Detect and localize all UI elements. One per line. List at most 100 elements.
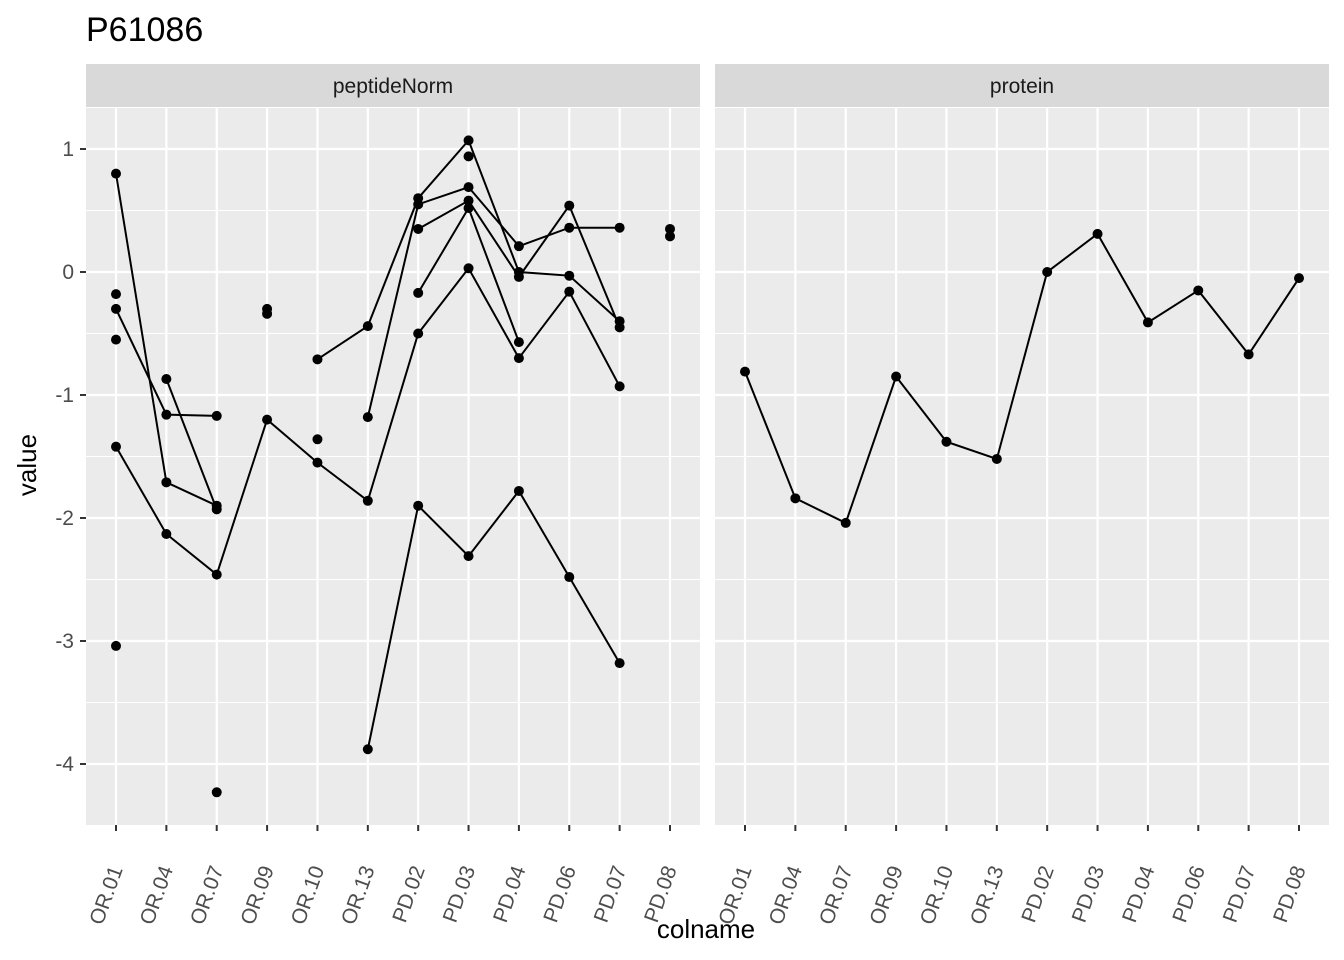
data-point — [840, 517, 851, 528]
x-tick-label: OR.10 — [916, 863, 958, 928]
x-axis-title: colname — [657, 914, 755, 944]
data-point — [111, 303, 121, 314]
data-point — [1294, 273, 1304, 284]
x-tick-label: PD.06 — [539, 863, 581, 926]
x-tick-label: OR.09 — [865, 863, 907, 928]
data-point — [262, 414, 273, 425]
data-point — [362, 744, 373, 755]
y-tick-label: -1 — [55, 384, 74, 407]
data-point — [111, 441, 121, 452]
data-point — [1142, 317, 1153, 328]
data-point — [362, 321, 373, 332]
facet-strip-peptideNorm — [86, 64, 700, 107]
data-point — [463, 551, 474, 562]
x-tick-label: OR.13 — [966, 863, 1008, 928]
y-tick-label: -4 — [55, 753, 74, 776]
x-tick-label: PD.08 — [1269, 863, 1311, 926]
x-tick-label: PD.03 — [1068, 863, 1110, 926]
data-point — [211, 410, 222, 421]
data-point — [1193, 285, 1204, 296]
data-point — [463, 263, 474, 274]
data-point — [513, 353, 524, 364]
series-line — [366, 489, 621, 750]
data-point — [463, 135, 474, 146]
data-point — [413, 199, 424, 210]
x-tick-label: OR.01 — [85, 863, 127, 928]
data-point — [564, 286, 575, 297]
data-point — [312, 354, 323, 365]
x-tick-label: PD.07 — [1219, 863, 1261, 926]
data-point — [564, 572, 575, 583]
data-point — [362, 495, 373, 506]
data-point — [665, 231, 675, 242]
data-point — [941, 436, 952, 447]
facet-label-protein: protein — [990, 75, 1054, 98]
x-tick-label: PD.03 — [439, 863, 481, 926]
data-point — [262, 308, 273, 319]
data-point — [161, 374, 172, 385]
series-line — [744, 232, 1300, 525]
data-point — [111, 289, 121, 300]
data-point — [362, 412, 373, 423]
facet-label-peptideNorm: peptideNorm — [333, 75, 453, 98]
chart-title: P61086 — [86, 11, 203, 49]
data-point — [161, 409, 172, 420]
x-tick-label: PD.04 — [489, 863, 531, 926]
data-point — [463, 195, 474, 206]
x-tick-label: OR.04 — [136, 863, 178, 928]
data-point — [614, 222, 625, 233]
data-point — [513, 271, 524, 282]
data-point — [111, 168, 121, 179]
y-tick-label: -3 — [55, 630, 74, 653]
data-point — [111, 334, 121, 345]
panel-background — [715, 108, 1329, 825]
data-point — [513, 241, 524, 252]
data-point — [513, 337, 524, 348]
x-tick-label: PD.02 — [1017, 863, 1059, 926]
data-point — [211, 504, 222, 515]
data-point — [564, 200, 575, 211]
series-line — [165, 378, 218, 510]
x-tick-label: PD.06 — [1168, 863, 1210, 926]
data-point — [513, 485, 524, 496]
x-tick-label: OR.09 — [236, 863, 278, 928]
data-point — [413, 328, 424, 339]
x-tick-label: OR.07 — [186, 863, 228, 928]
data-point — [614, 322, 625, 333]
panel-peptideNorm: peptideNorm 1 0 -1 -2 -3 -4 OR.01 OR.04 OR.07 OR.0… — [55, 64, 700, 928]
data-point — [161, 528, 172, 539]
data-point — [740, 366, 750, 377]
facet-strip-protein — [715, 64, 1329, 107]
data-point — [1092, 228, 1103, 239]
data-point — [1042, 267, 1053, 277]
x-tick-label: OR.10 — [287, 863, 329, 928]
data-point — [991, 453, 1002, 464]
data-point — [413, 287, 424, 298]
data-point — [413, 500, 424, 511]
data-point — [211, 787, 222, 798]
data-point — [413, 223, 424, 234]
data-point — [614, 658, 625, 669]
data-point — [463, 203, 474, 214]
data-point — [211, 569, 222, 580]
data-point — [463, 182, 474, 193]
data-point — [665, 223, 675, 234]
x-tick-label: OR.07 — [815, 863, 857, 928]
x-tick-label: OR.13 — [337, 863, 379, 928]
data-point — [111, 640, 121, 651]
data-point — [463, 151, 474, 162]
y-tick-label: -2 — [55, 507, 74, 530]
data-point — [161, 477, 172, 488]
y-tick-label: 1 — [62, 138, 74, 161]
data-point — [312, 434, 323, 445]
x-tick-label: PD.04 — [1118, 863, 1160, 926]
data-point — [564, 270, 575, 281]
data-point — [564, 222, 575, 233]
data-point — [312, 457, 323, 468]
x-tick-label: OR.04 — [765, 863, 807, 928]
data-point — [790, 493, 801, 504]
x-tick-label: PD.07 — [590, 863, 632, 926]
